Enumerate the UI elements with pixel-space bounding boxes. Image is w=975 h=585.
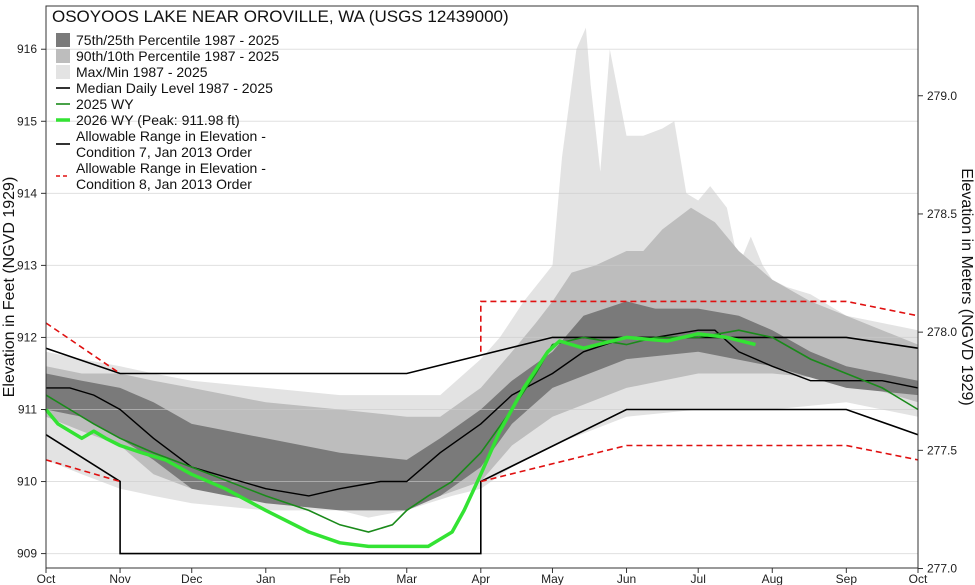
wy2026-line — [44, 332, 756, 549]
legend-swatch-p90 — [56, 49, 70, 63]
legend-label-p90: 90th/10th Percentile 1987 - 2025 — [76, 48, 279, 64]
y-tick-label: 909 — [17, 547, 37, 561]
y2-tick-label: 278.5 — [927, 207, 957, 221]
cond8-cond8-lower-line — [45, 459, 121, 483]
y-tick-label: 913 — [17, 258, 37, 272]
legend-label-maxmin: Max/Min 1987 - 2025 — [76, 64, 208, 80]
cond7-lower-line — [45, 408, 919, 555]
x-tick-label: Oct — [909, 572, 928, 585]
y-tick-label: 912 — [17, 330, 37, 344]
y-axis-title: Elevation in Feet (NGVD 1929) — [1, 177, 18, 398]
legend: 75th/25th Percentile 1987 - 202590th/10t… — [56, 32, 279, 192]
p90-band — [46, 207, 918, 504]
x-tick-label: Oct — [37, 572, 56, 585]
chart-title: OSOYOOS LAKE NEAR OROVILLE, WA (USGS 124… — [52, 7, 509, 26]
y-tick-label: 911 — [18, 402, 37, 416]
x-tick-label: May — [541, 572, 564, 585]
x-tick-label: Aug — [762, 572, 783, 585]
y2-tick-label: 278.0 — [927, 325, 957, 339]
x-tick-label: Sep — [836, 572, 858, 585]
x-axis: Oct Nov Dec Jan Feb Mar Apr May Jun Jul Aug Sep Oct — [37, 568, 928, 585]
y2-tick-label: 277.5 — [927, 443, 957, 457]
plot-frame — [45, 5, 919, 569]
x-tick-label: Feb — [330, 572, 351, 585]
x-tick-label: Jun — [617, 572, 636, 585]
cond7-upper-line — [45, 336, 919, 375]
legend-label2-cond7: Condition 7, Jan 2013 Order — [76, 144, 252, 160]
cond8-cond8-lower-b-line — [480, 444, 919, 483]
x-tick-label: Nov — [109, 572, 130, 585]
y2-tick-label: 279.0 — [927, 89, 957, 103]
legend-label-cond7: Allowable Range in Elevation - — [76, 128, 266, 144]
cond8-cond8-upper-b-line — [480, 300, 919, 352]
maxmin-band — [46, 27, 918, 518]
x-tick-label: Jul — [691, 572, 706, 585]
legend-swatch-p75 — [56, 33, 70, 47]
legend-label-wy2025: 2025 WY — [76, 96, 134, 112]
legend-label2-cond8: Condition 8, Jan 2013 Order — [76, 176, 252, 192]
y-tick-label: 910 — [17, 475, 37, 489]
x-tick-label: Mar — [396, 572, 417, 585]
y-axis-right: 277.0 277.5 278.0 278.5 279.0 — [918, 89, 957, 576]
y2-tick-label: 277.0 — [927, 562, 957, 576]
median-line — [46, 329, 919, 497]
x-tick-label: Jan — [256, 572, 275, 585]
x-tick-label: Apr — [471, 572, 490, 585]
y-tick-label: 914 — [17, 186, 37, 200]
legend-label-median: Median Daily Level 1987 - 2025 — [76, 80, 273, 96]
x-tick-label: Dec — [181, 572, 202, 585]
legend-swatch-maxmin — [56, 65, 70, 79]
p75-band — [46, 301, 918, 511]
y-tick-label: 916 — [17, 42, 37, 56]
y2-axis-title: Elevation in Meters (NGVD 1929) — [958, 168, 975, 405]
legend-label-cond8: Allowable Range in Elevation - — [76, 160, 266, 176]
legend-label-p75: 75th/25th Percentile 1987 - 2025 — [76, 32, 279, 48]
y-axis-left: 909 910 911 912 913 914 915 916 — [17, 42, 46, 561]
legend-label-wy2026: 2026 WY (Peak: 911.98 ft) — [76, 112, 240, 128]
cond8-cond8-upper-line — [45, 322, 121, 375]
y-tick-label: 915 — [17, 114, 37, 128]
wy2025-line — [45, 329, 919, 533]
